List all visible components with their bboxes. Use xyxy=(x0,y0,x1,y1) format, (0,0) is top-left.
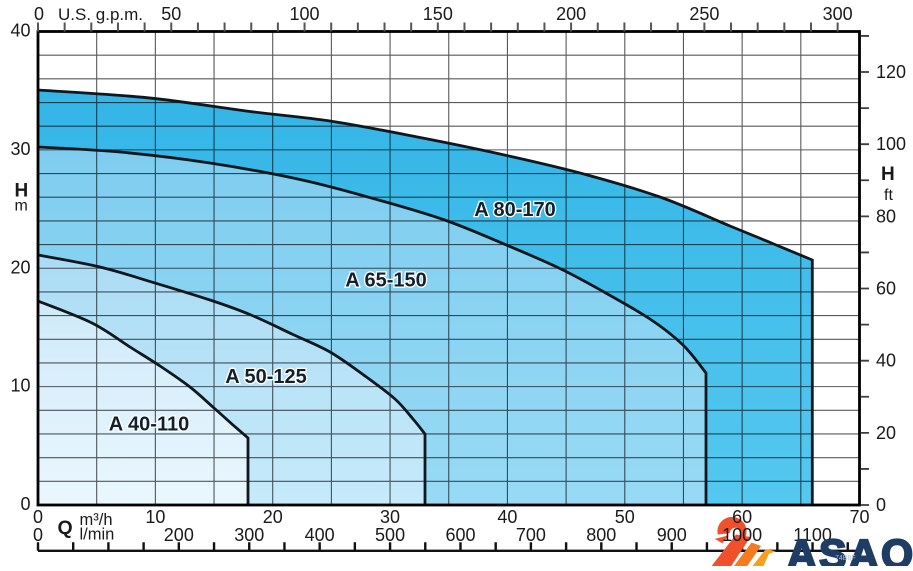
svg-text:100: 100 xyxy=(876,134,906,154)
svg-text:70: 70 xyxy=(849,507,869,527)
svg-text:50: 50 xyxy=(161,4,181,24)
svg-text:0: 0 xyxy=(20,494,30,514)
svg-text:A 65-150: A 65-150 xyxy=(345,270,427,292)
svg-text:700: 700 xyxy=(516,525,546,545)
svg-text:20: 20 xyxy=(10,257,30,277)
svg-text:40: 40 xyxy=(10,21,30,41)
svg-text:60: 60 xyxy=(732,507,752,527)
svg-text:30: 30 xyxy=(380,507,400,527)
svg-text:300: 300 xyxy=(823,4,853,24)
svg-text:800: 800 xyxy=(586,525,616,545)
svg-text:H: H xyxy=(881,164,895,185)
svg-text:ASAO: ASAO xyxy=(787,531,913,566)
svg-text:1000: 1000 xyxy=(722,525,762,545)
svg-text:10: 10 xyxy=(145,507,165,527)
svg-text:m³/h: m³/h xyxy=(80,511,113,529)
svg-text:A 80-170: A 80-170 xyxy=(474,199,556,221)
svg-text:900: 900 xyxy=(657,525,687,545)
svg-text:20: 20 xyxy=(876,423,896,443)
svg-text:0: 0 xyxy=(33,507,43,527)
svg-text:74B8F: 74B8F xyxy=(835,555,856,562)
svg-text:500: 500 xyxy=(375,525,405,545)
svg-text:A 40-110: A 40-110 xyxy=(109,413,189,435)
svg-text:30: 30 xyxy=(10,139,30,159)
svg-text:A 50-125: A 50-125 xyxy=(225,366,307,388)
svg-text:Q: Q xyxy=(58,517,73,539)
svg-text:400: 400 xyxy=(305,525,335,545)
svg-text:20: 20 xyxy=(263,507,283,527)
svg-text:200: 200 xyxy=(556,4,586,24)
svg-text:150: 150 xyxy=(423,4,453,24)
svg-text:40: 40 xyxy=(497,507,517,527)
svg-text:0: 0 xyxy=(33,525,43,545)
svg-text:50: 50 xyxy=(615,507,635,527)
svg-text:80: 80 xyxy=(876,206,896,226)
svg-text:0: 0 xyxy=(876,495,886,515)
svg-text:U.S. g.p.m.: U.S. g.p.m. xyxy=(58,5,143,24)
svg-text:200: 200 xyxy=(164,525,194,545)
svg-text:m: m xyxy=(15,198,28,215)
svg-text:ft: ft xyxy=(884,187,893,204)
svg-text:120: 120 xyxy=(876,62,906,82)
svg-text:100: 100 xyxy=(290,4,320,24)
svg-text:10: 10 xyxy=(10,376,30,396)
svg-text:l/min: l/min xyxy=(80,526,115,544)
svg-text:300: 300 xyxy=(234,525,264,545)
svg-text:H: H xyxy=(15,181,29,202)
svg-text:60: 60 xyxy=(876,279,896,299)
svg-text:40: 40 xyxy=(876,351,896,371)
svg-text:600: 600 xyxy=(445,525,475,545)
svg-text:250: 250 xyxy=(689,4,719,24)
svg-text:0: 0 xyxy=(34,4,44,24)
svg-text:1100: 1100 xyxy=(793,525,832,545)
